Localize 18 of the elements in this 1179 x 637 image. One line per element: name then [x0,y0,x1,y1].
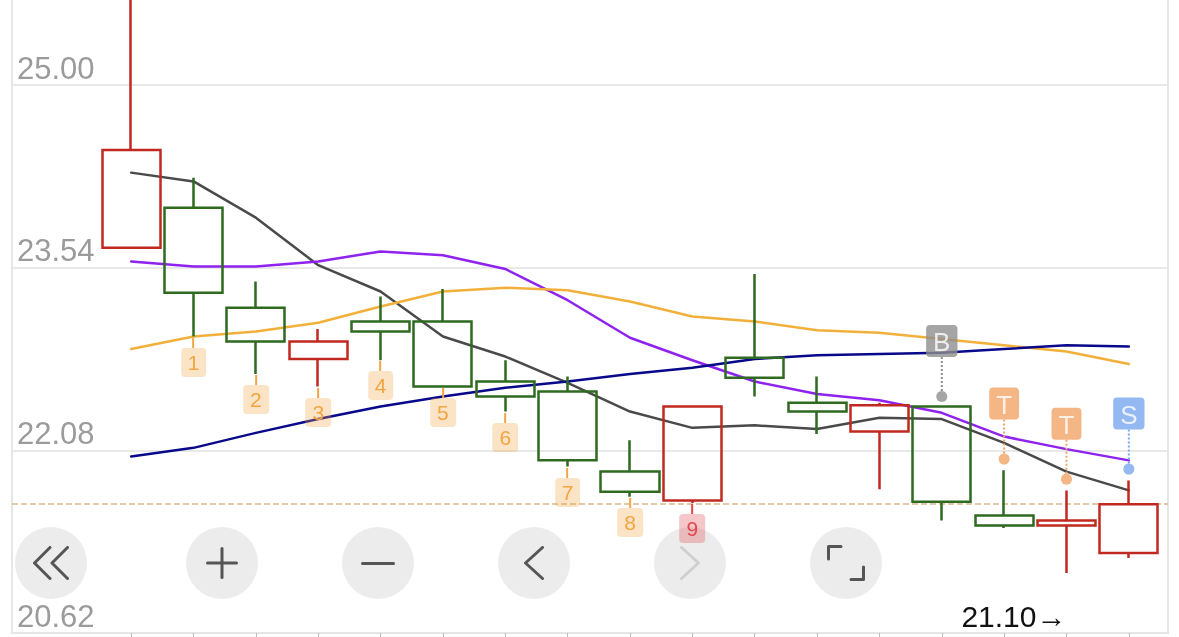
annotation: 4 [367,371,394,401]
annotation: 3 [305,397,332,427]
y-tick-label: 25.00 [17,50,95,86]
annotation: 9 [679,513,706,543]
annotation: 21.10→ [961,599,1067,633]
y-tick-label: 20.62 [17,598,95,634]
annotation: 7 [554,477,581,507]
data-label: S [1120,399,1138,430]
annotation: 5 [430,397,456,427]
data-label: B [933,327,951,358]
y-tick-label: 23.54 [17,233,95,269]
data-label: T [1058,409,1075,440]
annotation: 8 [617,507,643,537]
data-label: T [996,389,1013,420]
annotation: 2 [243,385,269,415]
annotation: 6 [492,422,519,452]
y-tick-label: 22.08 [17,415,95,451]
annotation: 1 [180,347,207,377]
